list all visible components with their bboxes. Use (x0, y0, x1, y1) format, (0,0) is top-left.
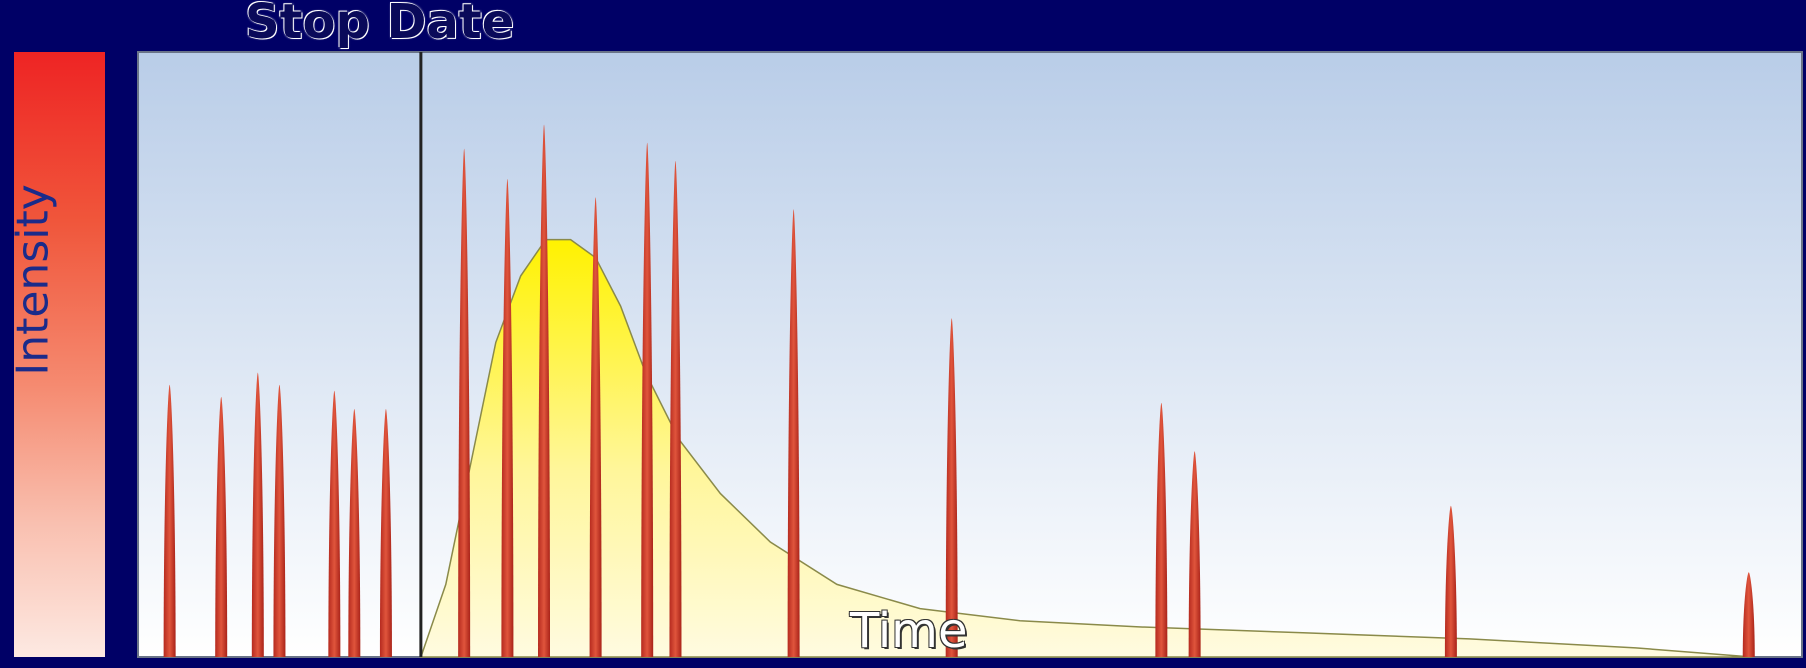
intensity-spike-1 (163, 384, 176, 657)
intensity-spike-9 (501, 179, 514, 658)
intensity-spike-14 (787, 209, 800, 658)
time-axis-label: Time (850, 603, 968, 659)
intensity-spike-3 (251, 372, 264, 657)
intensity-spike-16 (1155, 402, 1168, 657)
intensity-spike-7 (379, 408, 392, 657)
plot-background (137, 51, 1803, 658)
stop-date-label: Stop Date (245, 0, 515, 50)
intensity-spike-5 (328, 390, 341, 657)
intensity-spike-4 (273, 384, 286, 657)
intensity-spike-11 (589, 197, 602, 657)
intensity-spike-17 (1188, 451, 1201, 657)
intensity-spike-8 (458, 148, 471, 658)
intensity-spike-2 (215, 396, 228, 657)
intensity-spike-18 (1444, 505, 1457, 657)
intensity-spike-15 (945, 318, 958, 657)
intensity-spike-10 (538, 124, 551, 658)
intensity-gradient-bar (14, 52, 105, 657)
intensity-spike-19 (1742, 572, 1755, 657)
intensity-spike-13 (669, 160, 682, 657)
intensity-spike-12 (641, 142, 654, 657)
intensity-spike-6 (348, 408, 361, 657)
